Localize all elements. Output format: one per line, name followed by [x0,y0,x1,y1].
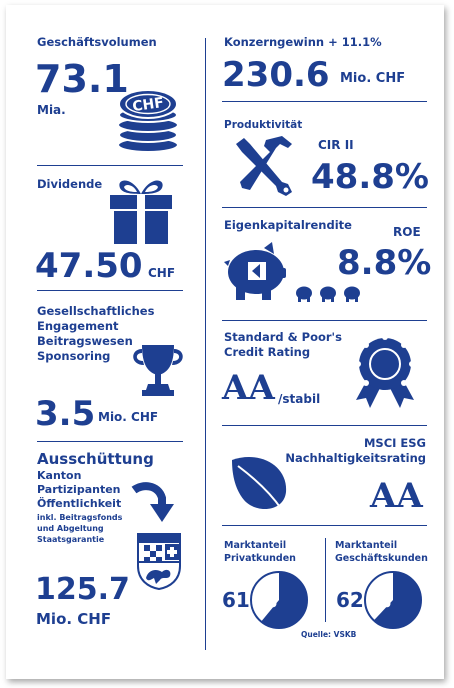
productivity-label: Produktivität [224,119,303,131]
volume-value: 73.1 [35,57,129,101]
leaf-icon [226,452,292,516]
equity-sub: ROE [393,225,421,239]
divider [222,320,427,321]
coat-of-arms-icon [136,532,182,590]
rating-suffix: /stabil [278,392,321,406]
distribution-title: Ausschüttung [37,450,154,468]
esg-value: AA [370,476,423,516]
market-business-label-2: Geschäftskunden [335,553,428,564]
rating-value: AA [222,368,275,408]
divider [37,290,183,291]
engagement-unit: Mio. CHF [98,410,159,424]
svg-text:%: % [259,591,277,612]
equity-value: 8.8% [337,243,432,283]
market-private-pie: % [248,569,310,631]
volume-unit: Mia. [37,103,66,117]
dividend-label: Dividende [37,177,103,191]
divider [37,165,183,166]
dividend-unit: CHF [148,266,176,280]
market-business-label-1: Marktanteil [335,540,398,551]
svg-text:CHF: CHF [131,95,164,115]
arrow-down-icon [128,482,178,530]
center-divider [205,38,206,650]
engagement-value: 3.5 [35,394,96,434]
productivity-value: 48.8% [311,157,429,197]
equity-label: Eigenkapitalrendite [224,218,352,232]
market-private-label-2: Privatkunden [224,553,296,564]
engagement-label-1: Gesellschaftliches [37,304,155,318]
engagement-label-2: Engagement [37,319,119,333]
market-divider [325,538,326,622]
rating-label-2: Credit Rating [224,345,311,359]
rosette-icon [352,334,418,414]
divider [222,101,427,102]
market-business-pie-slice [373,572,421,628]
profit-value: 230.6 [222,55,330,95]
market-business-pie: % [362,569,424,631]
esg-label-1: MSCI ESG [363,436,426,450]
market-private-pie-slice [261,572,308,628]
engagement-label-4: Sponsoring [37,349,111,363]
volume-label: Geschäftsvolumen [37,35,157,49]
divider [222,525,427,526]
distribution-unit: Mio. CHF [36,610,112,628]
distribution-note-3: Staatsgarantie [37,535,105,544]
distribution-value: 125.7 [35,572,130,607]
divider [222,425,427,426]
profit-unit: Mio. CHF [340,71,406,86]
distribution-note-1: inkl. Beitragsfonds [37,513,123,522]
productivity-sub: CIR II [318,138,354,152]
gift-icon [104,172,178,246]
trophy-icon [128,343,188,399]
source-note: Quelle: VSKB [301,630,357,639]
divider [37,441,183,442]
svg-text:%: % [373,591,391,612]
tools-icon [230,134,296,198]
market-business-value: 62 [336,588,364,612]
distribution-line-3: Öffentlichkeit [37,497,122,510]
distribution-line-2: Partizipanten [37,483,121,496]
engagement-label-3: Beitragswesen [37,334,133,348]
market-private-value: 61 [222,588,250,612]
dividend-value: 47.50 [35,246,143,286]
divider [222,207,427,208]
piggy-bank-icon [224,240,374,306]
rating-label-1: Standard & Poor's [224,330,342,344]
market-private-label-1: Marktanteil [224,540,287,551]
infographic-card [6,5,444,679]
distribution-line-1: Kanton [37,469,82,482]
esg-label-2: Nachhaltigkeitsrating [285,451,426,465]
coin-stack-icon: CHF [113,84,183,156]
distribution-note-2: und Abgeltung [37,524,104,533]
profit-label: Konzerngewinn + 11.1% [224,35,382,49]
